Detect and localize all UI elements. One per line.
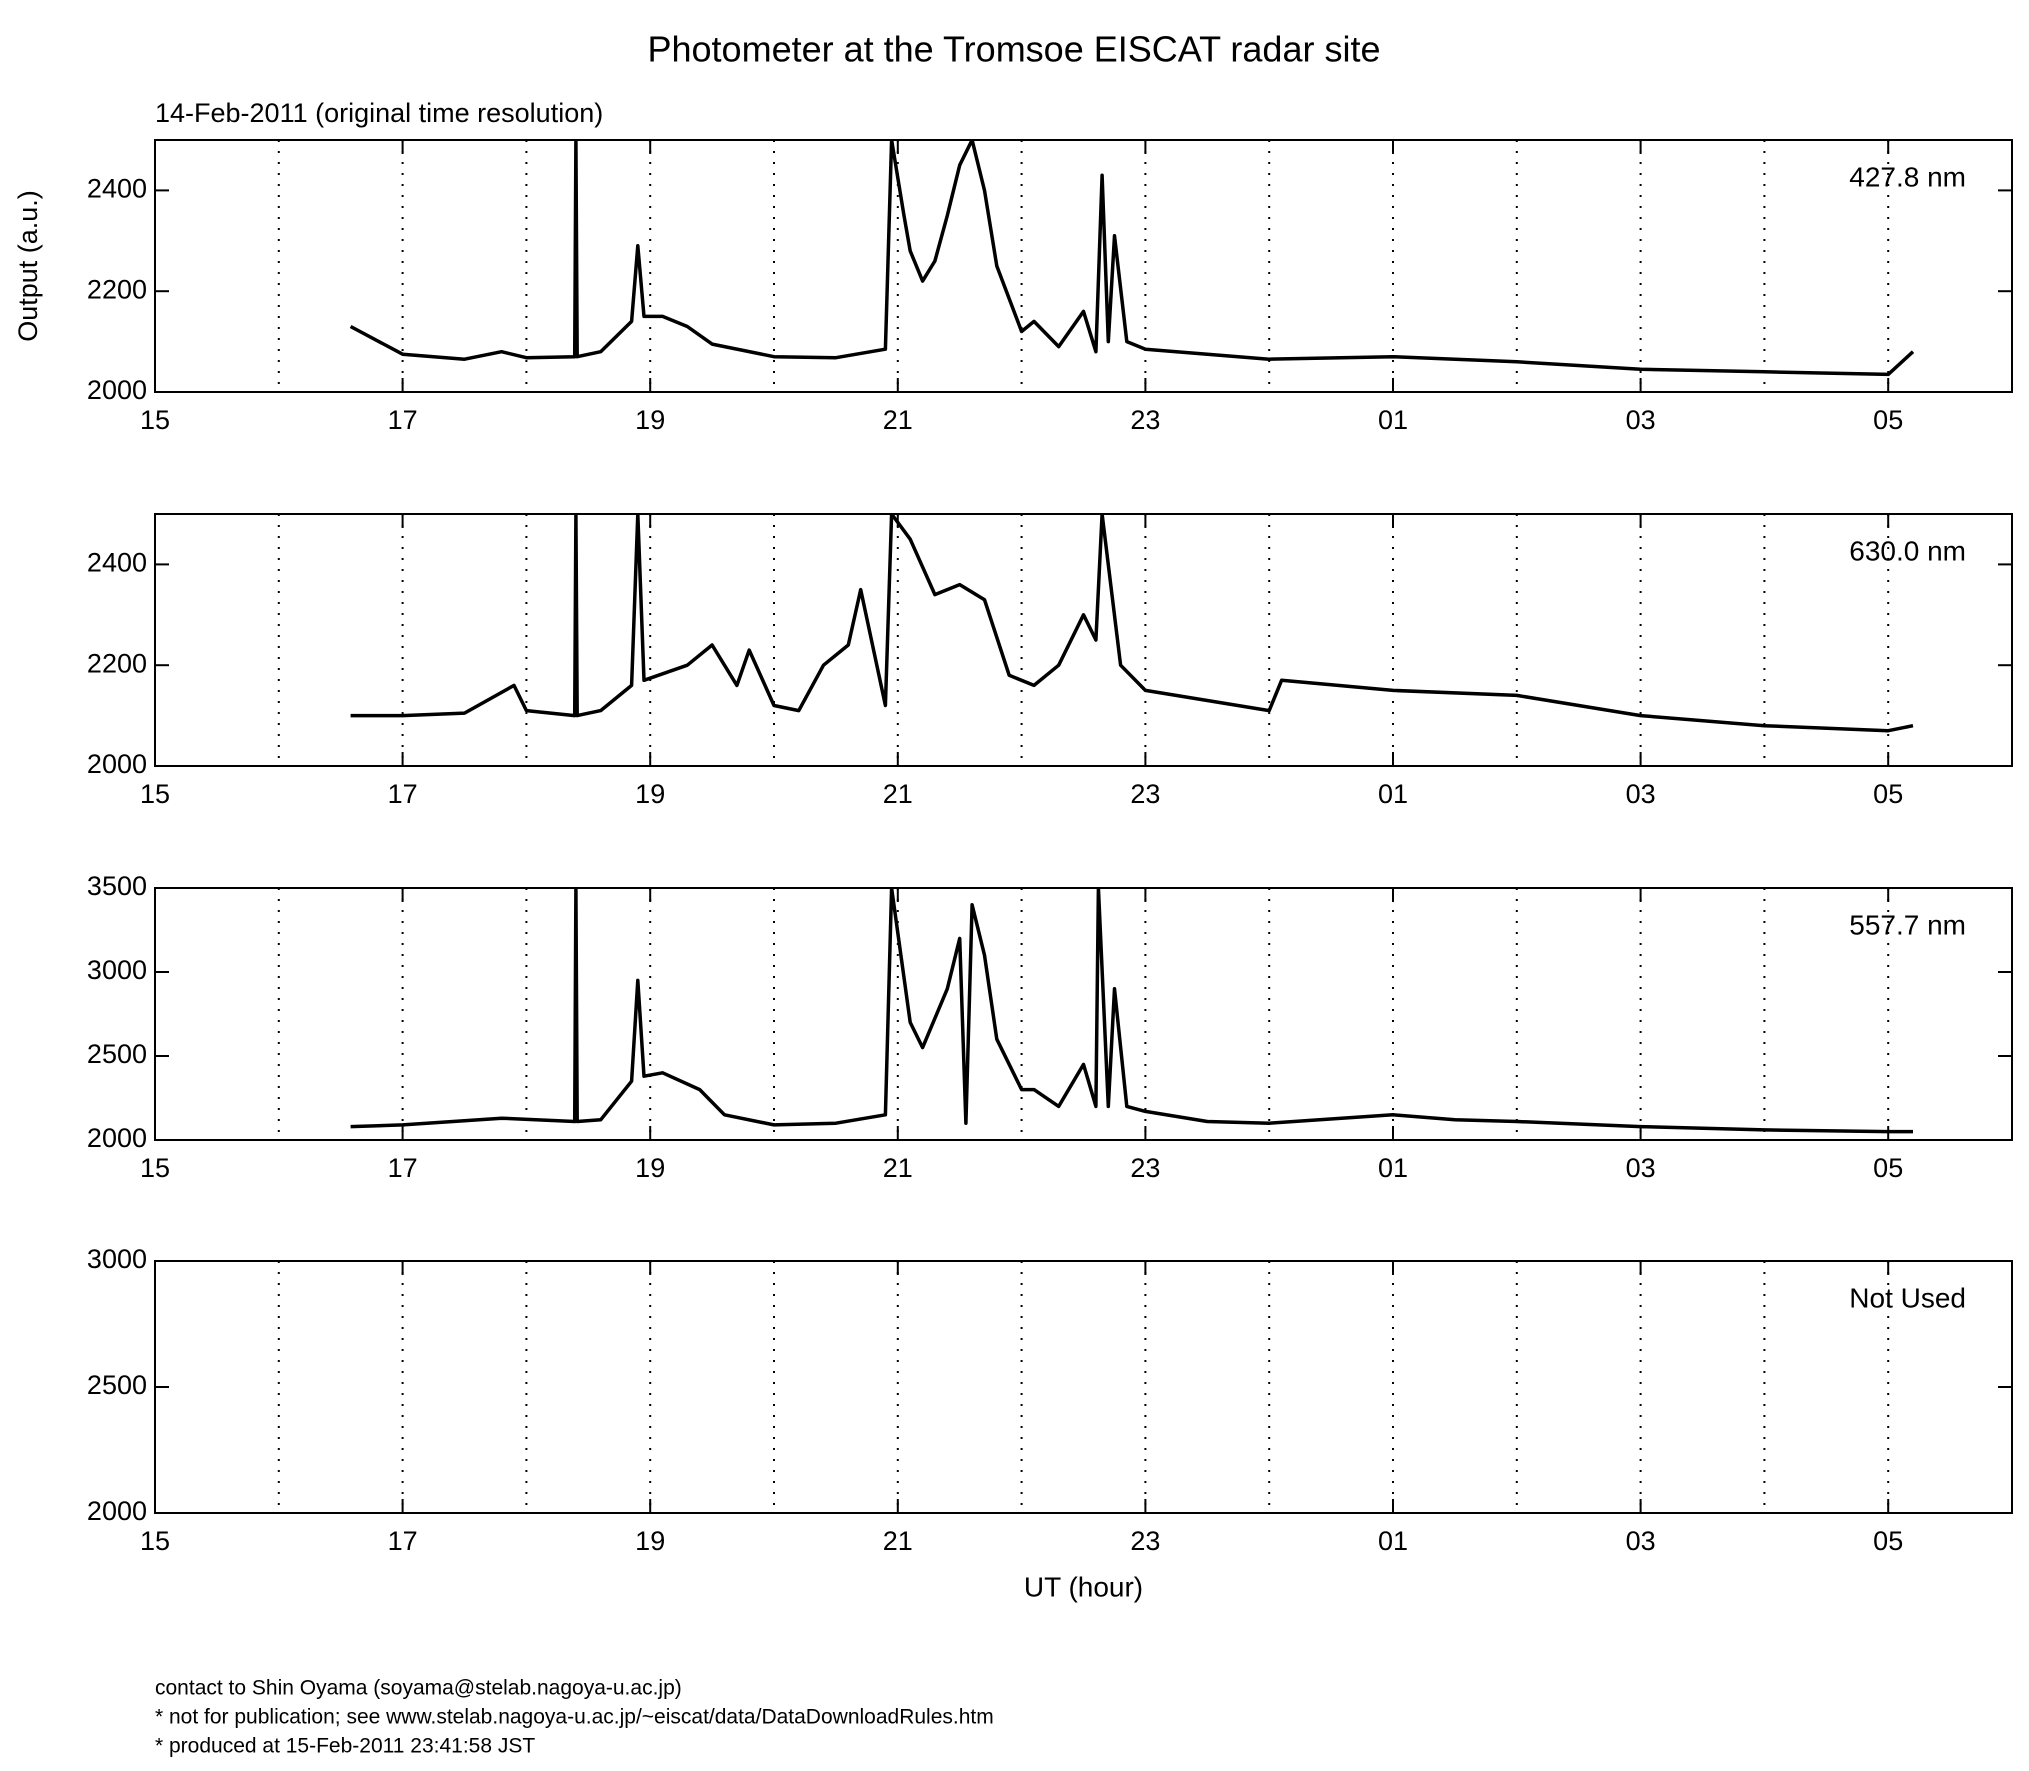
y-tick-label: 2000 <box>87 375 147 405</box>
x-tick-label: 03 <box>1626 1153 1656 1183</box>
chart-title: Photometer at the Tromsoe EISCAT radar s… <box>648 29 1381 70</box>
x-tick-label: 05 <box>1873 779 1903 809</box>
y-tick-label: 2500 <box>87 1370 147 1400</box>
x-tick-label: 17 <box>388 779 418 809</box>
x-tick-label: 03 <box>1626 779 1656 809</box>
y-tick-label: 2400 <box>87 174 147 204</box>
plot-frame <box>154 1260 2013 1514</box>
x-tick-label: 21 <box>883 405 913 435</box>
y-tick-label: 2200 <box>87 274 147 304</box>
x-tick-label: 01 <box>1378 1153 1408 1183</box>
x-tick-label: 19 <box>635 1153 665 1183</box>
subtitle: 14-Feb-2011 (original time resolution) <box>155 98 603 128</box>
x-tick-label: 23 <box>1130 1526 1160 1556</box>
panel-label: 427.8 nm <box>1849 161 1966 192</box>
y-tick-label: 2400 <box>87 548 147 578</box>
data-line <box>350 888 1913 1134</box>
data-line <box>350 514 1914 733</box>
x-tick-label: 17 <box>388 1153 418 1183</box>
x-tick-label: 15 <box>140 1153 170 1183</box>
x-tick-label: 01 <box>1378 1526 1408 1556</box>
x-tick-label: 21 <box>883 779 913 809</box>
footer-line: * produced at 15-Feb-2011 23:41:58 JST <box>155 1735 535 1758</box>
x-tick-label: 05 <box>1873 405 1903 435</box>
data-line <box>349 140 1915 377</box>
x-tick-label: 17 <box>388 1526 418 1556</box>
y-tick-label: 2200 <box>87 648 147 678</box>
x-tick-label: 21 <box>883 1153 913 1183</box>
x-tick-label: 23 <box>1130 1153 1160 1183</box>
y-tick-label: 3000 <box>87 955 147 985</box>
x-tick-label: 17 <box>388 405 418 435</box>
x-tick-label: 05 <box>1873 1526 1903 1556</box>
panel-label: 557.7 nm <box>1849 909 1966 940</box>
x-tick-label: 01 <box>1378 779 1408 809</box>
y-axis-label: Output (a.u.) <box>13 190 43 342</box>
y-tick-label: 3000 <box>87 1244 147 1274</box>
footer-line: * not for publication; see www.stelab.na… <box>155 1706 994 1729</box>
x-tick-label: 23 <box>1130 405 1160 435</box>
x-tick-label: 05 <box>1873 1153 1903 1183</box>
y-tick-label: 2500 <box>87 1039 147 1069</box>
x-axis-label: UT (hour) <box>1024 1571 1143 1602</box>
x-tick-label: 19 <box>635 405 665 435</box>
y-tick-label: 2000 <box>87 749 147 779</box>
x-tick-label: 15 <box>140 779 170 809</box>
y-tick-label: 3500 <box>87 871 147 901</box>
x-tick-label: 03 <box>1626 405 1656 435</box>
x-tick-label: 21 <box>883 1526 913 1556</box>
x-tick-label: 19 <box>635 1526 665 1556</box>
panel-label: Not Used <box>1849 1282 1966 1313</box>
panel-label: 630.0 nm <box>1849 535 1966 566</box>
plot-frame <box>154 887 2013 1141</box>
x-tick-label: 15 <box>140 405 170 435</box>
y-tick-label: 2000 <box>87 1496 147 1526</box>
footer-line: contact to Shin Oyama (soyama@stelab.nag… <box>155 1677 682 1700</box>
x-tick-label: 15 <box>140 1526 170 1556</box>
x-tick-label: 03 <box>1626 1526 1656 1556</box>
plot-frame <box>154 139 2013 393</box>
plot-frame <box>154 513 2013 767</box>
x-tick-label: 23 <box>1130 779 1160 809</box>
x-tick-label: 01 <box>1378 405 1408 435</box>
y-tick-label: 2000 <box>87 1123 147 1153</box>
x-tick-label: 19 <box>635 779 665 809</box>
